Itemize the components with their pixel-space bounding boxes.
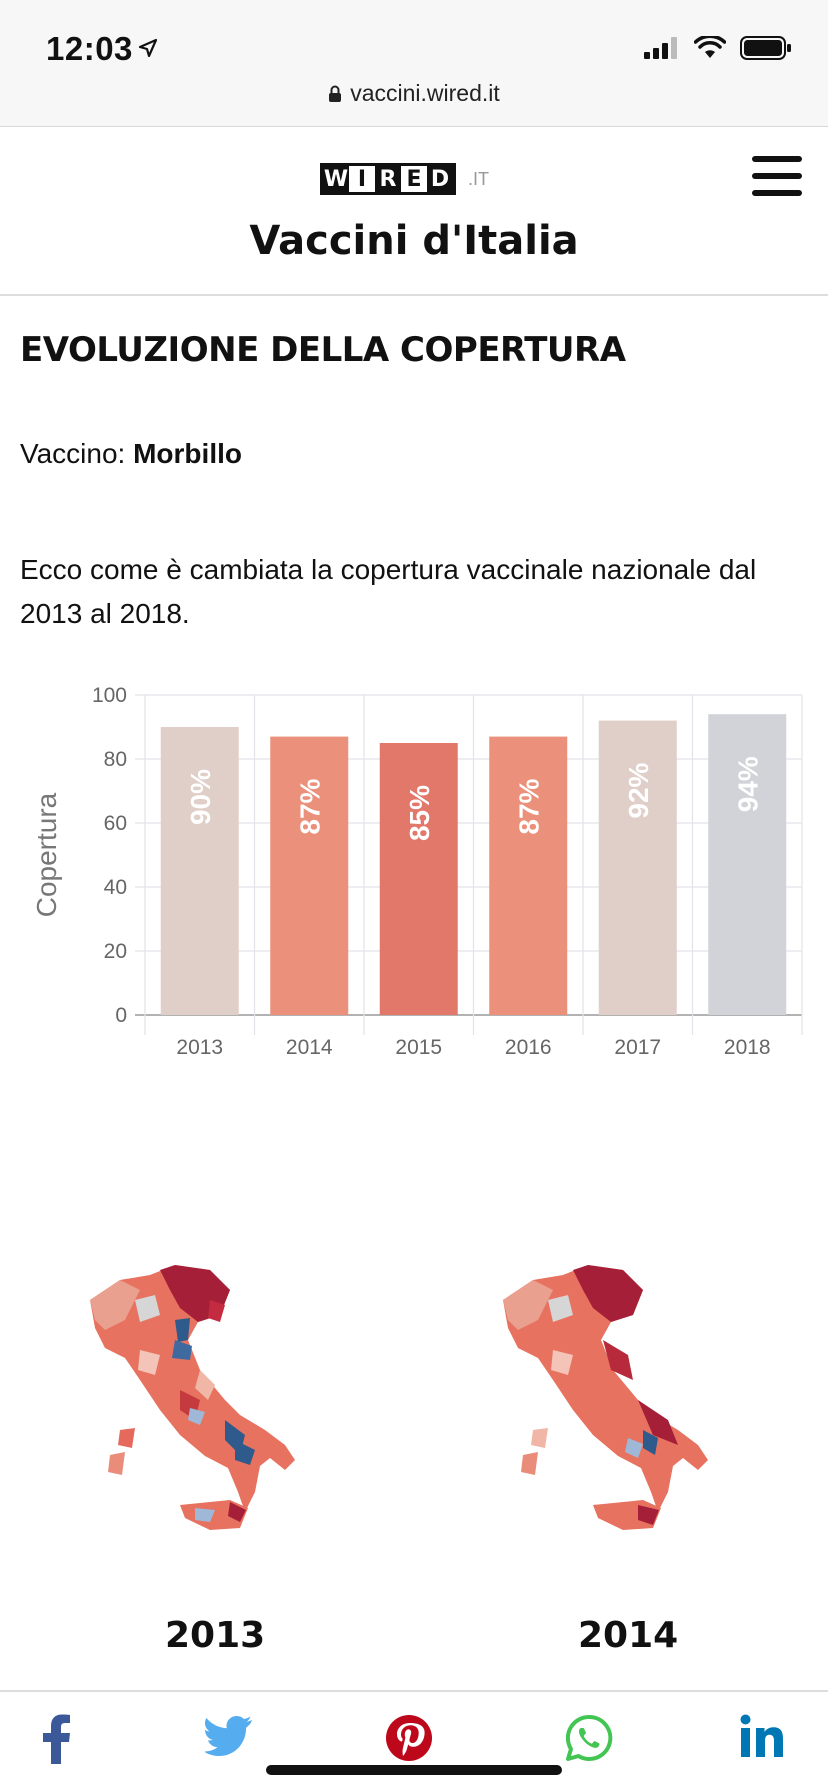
coverage-bar-chart: 0 20 40 60 80 100 Copertura 90% 2013 87% 2014 85% 20… xyxy=(31,684,803,1059)
logo-letter: R xyxy=(375,166,401,192)
bar xyxy=(270,736,349,1015)
x-tick-label: 2016 xyxy=(505,1036,552,1059)
logo-letter: D xyxy=(427,166,453,192)
pinterest-icon[interactable] xyxy=(385,1714,433,1762)
vaccine-value: Morbillo xyxy=(133,438,242,469)
bar-data-label: 92% xyxy=(623,762,654,818)
battery-icon xyxy=(740,36,791,60)
facebook-icon[interactable] xyxy=(42,1714,72,1764)
site-title: Vaccini d'Italia xyxy=(249,218,579,264)
bar xyxy=(708,714,787,1015)
map-year-label: 2014 xyxy=(578,1615,679,1656)
logo-letter: E xyxy=(406,166,422,192)
bar-data-label: 94% xyxy=(732,756,763,812)
x-tick-label: 2017 xyxy=(614,1036,661,1059)
vaccine-label: Vaccino: xyxy=(20,438,126,469)
y-tick-label: 80 xyxy=(104,748,127,771)
chart-description: Ecco come è cambiata la copertura vaccin… xyxy=(20,554,757,629)
italy-map-2014[interactable] xyxy=(493,1260,753,1580)
bar-data-label: 87% xyxy=(513,778,544,834)
wifi-icon xyxy=(694,36,726,58)
x-tick-label: 2015 xyxy=(395,1036,442,1059)
site-header: W I R E D .IT Vaccini d'Italia xyxy=(0,128,828,296)
hamburger-menu-icon[interactable] xyxy=(752,156,802,196)
linkedin-icon[interactable] xyxy=(740,1714,784,1758)
italy-map-2013[interactable] xyxy=(80,1260,340,1580)
x-tick-label: 2014 xyxy=(286,1036,333,1059)
bar xyxy=(379,743,458,1015)
bar-data-label: 85% xyxy=(404,785,435,841)
logo-letter: I xyxy=(357,166,367,192)
home-indicator xyxy=(266,1765,562,1775)
logo-letter: W xyxy=(323,166,349,192)
bar xyxy=(160,727,239,1015)
y-axis-label: Copertura xyxy=(31,792,62,917)
location-arrow-icon xyxy=(138,38,158,58)
y-tick-label: 40 xyxy=(104,876,127,899)
twitter-icon[interactable] xyxy=(205,1714,253,1758)
share-bar xyxy=(0,1690,828,1792)
lock-icon xyxy=(329,85,342,102)
clock: 12:03 xyxy=(46,30,133,67)
y-tick-label: 60 xyxy=(104,812,127,835)
x-tick-label: 2013 xyxy=(176,1036,223,1059)
section-title: EVOLUZIONE DELLA COPERTURA xyxy=(20,330,626,370)
address-bar[interactable]: vaccini.wired.it xyxy=(0,80,828,107)
bar-data-label: 87% xyxy=(294,778,325,834)
x-tick-label: 2018 xyxy=(724,1036,771,1059)
whatsapp-icon[interactable] xyxy=(565,1714,613,1762)
y-tick-label: 0 xyxy=(115,1004,127,1027)
vaccine-selector: Vaccino: Morbillo xyxy=(20,438,242,470)
y-tick-label: 100 xyxy=(92,684,127,707)
wired-logo[interactable]: W I R E D .IT xyxy=(320,163,489,195)
bar-data-label: 90% xyxy=(185,769,216,825)
logo-tld: .IT xyxy=(468,168,489,189)
browser-status-bar: 12:03 vaccini.wired.it xyxy=(0,0,828,127)
map-year-label: 2013 xyxy=(165,1615,266,1656)
y-tick-label: 20 xyxy=(104,940,127,963)
url-text: vaccini.wired.it xyxy=(350,80,500,106)
bar xyxy=(489,736,568,1015)
bar xyxy=(598,720,677,1015)
signal-icon xyxy=(644,37,677,59)
